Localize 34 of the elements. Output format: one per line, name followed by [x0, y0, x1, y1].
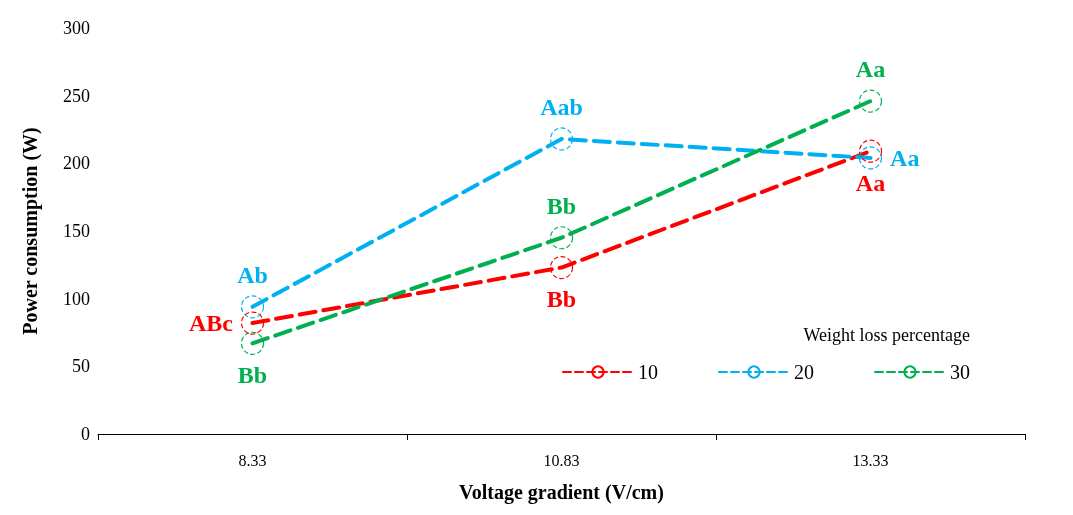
data-label: Ab	[237, 262, 268, 289]
y-tick-label: 0	[81, 424, 90, 444]
point	[858, 139, 883, 163]
data-label: Bb	[546, 193, 577, 220]
data-label: Bb	[546, 286, 577, 313]
legend-label: 30	[950, 361, 970, 383]
data-label: Bb	[237, 361, 268, 388]
data-label: ABc	[188, 310, 234, 337]
y-axis-title: Power consumption (W)	[19, 127, 42, 335]
point	[240, 311, 265, 335]
point	[240, 295, 265, 319]
point	[549, 226, 574, 250]
legend-title: Weight loss percentage	[803, 325, 971, 345]
x-tick-label: 8.33	[238, 451, 267, 469]
legend-label: 20	[794, 361, 814, 383]
point	[240, 331, 265, 355]
data-label: Aa	[890, 144, 920, 171]
data-label: Aab	[540, 94, 583, 121]
data-label: Aa	[855, 56, 886, 83]
point	[549, 127, 574, 151]
y-tick-label: 250	[63, 85, 90, 106]
y-tick-label: 200	[63, 153, 90, 174]
y-tick-label: 100	[63, 288, 90, 309]
y-tick-label: 50	[72, 356, 90, 377]
point	[858, 146, 883, 170]
y-tick-label: 300	[63, 18, 90, 38]
point	[858, 89, 883, 113]
point	[549, 255, 574, 280]
data-label: Aa	[855, 169, 886, 196]
x-tick-label: 13.33	[852, 451, 889, 469]
y-tick-label: 150	[63, 221, 90, 241]
x-tick-label: 10.83	[543, 451, 580, 469]
x-axis-title: Voltage gradient (V/cm)	[459, 481, 664, 504]
legend-label: 10	[638, 361, 658, 383]
